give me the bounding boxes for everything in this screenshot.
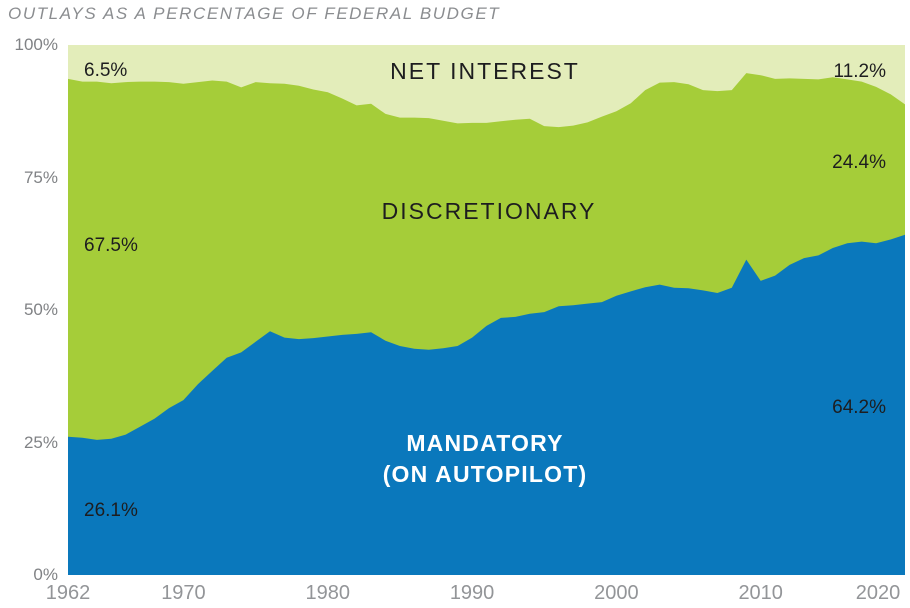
x-tick-1990: 1990 xyxy=(449,582,495,604)
y-tick-0: 0% xyxy=(33,565,58,584)
net-interest-start-value: 6.5% xyxy=(84,60,128,81)
y-tick-100: 100% xyxy=(14,35,58,54)
y-tick-50: 50% xyxy=(23,300,58,319)
net-interest-end-value: 11.2% xyxy=(833,61,886,82)
discretionary-series-label: DISCRETIONARY xyxy=(381,198,597,224)
discretionary-end-value: 24.4% xyxy=(832,152,886,173)
mandatory-series-label: MANDATORY (ON AUTOPILOT) xyxy=(383,428,588,490)
x-tick-1980: 1980 xyxy=(305,582,351,604)
x-tick-1970: 1970 xyxy=(161,582,206,604)
mandatory-area xyxy=(68,234,905,575)
x-tick-2010: 2010 xyxy=(738,582,783,604)
mandatory-start-value: 26.1% xyxy=(84,500,138,521)
y-tick-75: 75% xyxy=(23,167,58,187)
mandatory-series-label-line2: (ON AUTOPILOT) xyxy=(382,461,588,488)
discretionary-start-value: 67.5% xyxy=(84,235,138,256)
x-tick-2020: 2020 xyxy=(855,582,901,604)
net-interest-series-label: NET INTEREST xyxy=(390,58,580,84)
x-tick-2000: 2000 xyxy=(594,582,639,604)
mandatory-series-label-line1: MANDATORY xyxy=(406,430,564,456)
y-tick-25: 25% xyxy=(23,432,58,452)
x-tick-1962: 1962 xyxy=(45,582,91,604)
chart-title: OUTLAYS AS A PERCENTAGE OF FEDERAL BUDGE… xyxy=(8,4,501,23)
mandatory-end-value: 64.2% xyxy=(832,397,886,418)
